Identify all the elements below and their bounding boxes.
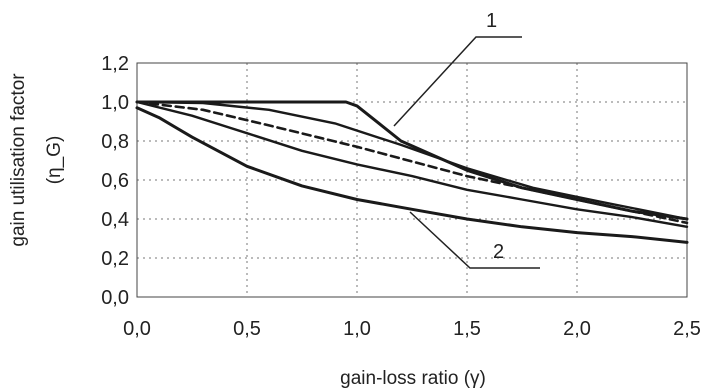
- plot-area-frame: [136, 62, 688, 298]
- x-tick-label: 2,5: [673, 318, 701, 340]
- x-tick-label: 2,0: [563, 318, 591, 340]
- x-tick-label: 0,5: [233, 318, 261, 340]
- y-tick-label: 0,0: [101, 287, 129, 309]
- y-tick-label: 0,6: [101, 170, 129, 192]
- callout-2-label: 2: [493, 241, 504, 263]
- callout-1-leader: [393, 36, 522, 127]
- callout-2-leader: [409, 211, 540, 269]
- x-tick-label: 0,0: [123, 318, 151, 340]
- grid-lines: [137, 63, 687, 297]
- x-tick-label: 1,0: [343, 318, 371, 340]
- y-tick-label: 1,0: [101, 92, 129, 114]
- series-line-5: [135, 106, 689, 244]
- series-line-4: [135, 100, 689, 229]
- series-line-3: [135, 100, 689, 225]
- y-tick-label: 1,2: [101, 53, 129, 75]
- tick-labels: 0,0 0,2 0,4 0,6 0,8 1,0 1,2 0,0 0,5 1,0 1,5 2,0 2,5: [101, 53, 701, 340]
- series-line-2: [135, 100, 689, 221]
- y-tick-label: 0,8: [101, 131, 129, 153]
- y-axis-title-line1: gain utilisation factor: [8, 73, 29, 247]
- callout-1-label: 1: [486, 10, 497, 32]
- y-tick-label: 0,2: [101, 248, 129, 270]
- y-axis-title-line2: (η_G): [44, 136, 65, 185]
- data-series: [135, 100, 689, 244]
- x-axis-title: gain-loss ratio (γ): [340, 368, 486, 389]
- x-tick-label: 1,5: [453, 318, 481, 340]
- y-tick-label: 0,4: [101, 209, 129, 231]
